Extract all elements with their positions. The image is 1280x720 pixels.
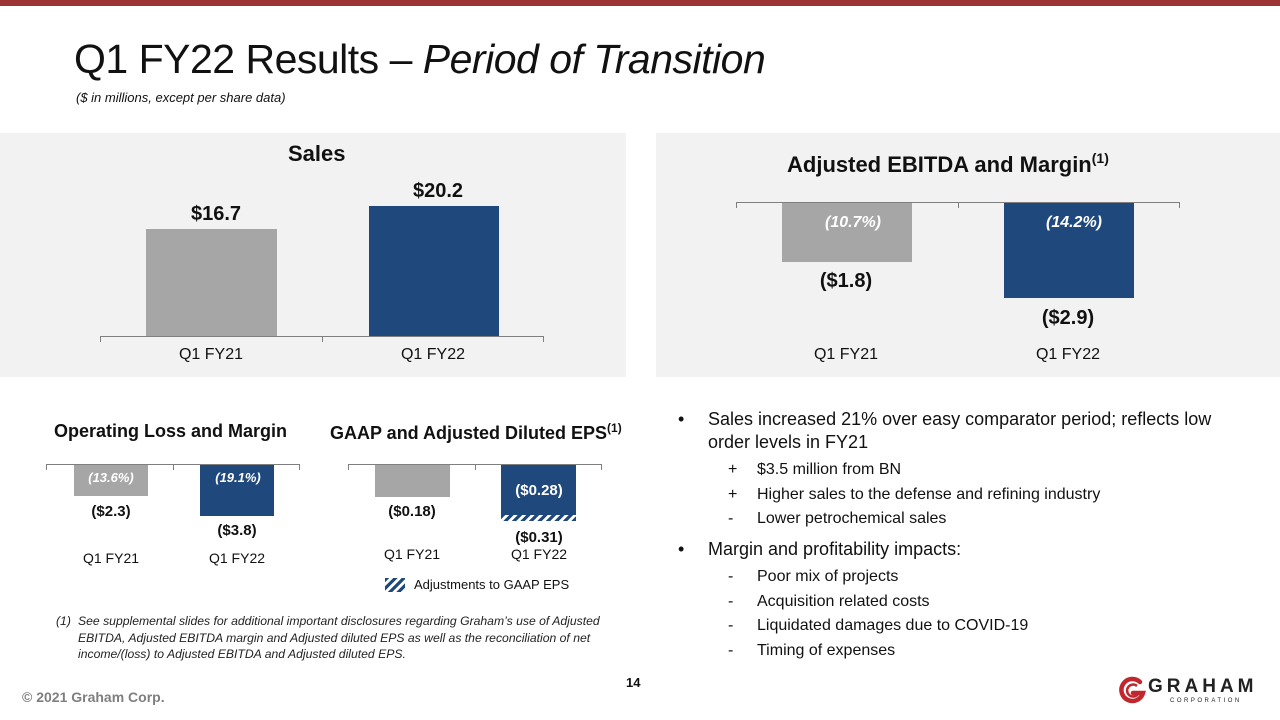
ebitda-chart-title: Adjusted EBITDA and Margin(1) (787, 150, 1109, 177)
eps-axis-tick (348, 464, 349, 470)
sales-axis-tick (543, 336, 544, 342)
oploss-margin-label-fy21: (13.6%) (88, 470, 134, 485)
ebitda-bar-fy22 (1004, 203, 1134, 298)
eps-chart-title: GAAP and Adjusted Diluted EPS(1) (330, 421, 622, 443)
sales-chart-panel: Sales $16.7 $20.2 Q1 FY21 Q1 FY22 (0, 133, 626, 377)
ebitda-axis-tick (958, 202, 959, 208)
eps-axis-tick (475, 464, 476, 470)
top-accent-bar (0, 0, 1280, 6)
bullet-item: • Margin and profitability impacts: (678, 539, 962, 559)
oploss-axis-tick (173, 464, 174, 470)
ebitda-bar-fy21 (782, 203, 912, 262)
oploss-axis-tick (299, 464, 300, 470)
ebitda-category-fy22: Q1 FY22 (1035, 346, 1101, 363)
logo-wordmark: GRAHAM (1148, 676, 1258, 697)
sales-axis-tick (322, 336, 323, 342)
eps-adjusted-label-fy22: ($0.28) (515, 482, 563, 499)
sub-bullet-item: - Lower petrochemical sales (728, 510, 947, 527)
eps-value-label-fy21: ($0.18) (388, 503, 436, 520)
sales-axis-tick (100, 336, 101, 342)
eps-value-label-fy22: ($0.31) (515, 529, 563, 546)
ebitda-category-fy21: Q1 FY21 (813, 346, 879, 363)
footnote-number: (1) (56, 614, 71, 628)
copyright: © 2021 Graham Corp. (22, 689, 165, 705)
sub-bullet-item: + $3.5 million from BN (728, 461, 902, 478)
footnote: (1) See supplemental slides for addition… (56, 613, 616, 663)
ebitda-value-label-fy22: ($2.9) (1041, 307, 1095, 329)
eps-bar-fy21 (375, 465, 450, 497)
eps-category-fy22: Q1 FY22 (510, 546, 568, 562)
page-title: Q1 FY22 Results – Period of Transition (74, 36, 766, 82)
ebitda-margin-label-fy21: (10.7%) (824, 214, 882, 231)
eps-category-fy21: Q1 FY21 (383, 546, 441, 562)
eps-axis-tick (601, 464, 602, 470)
sales-category-fy22: Q1 FY22 (400, 346, 466, 363)
sub-bullet-item: + Higher sales to the defense and refinin… (728, 485, 1101, 503)
sub-bullet-item: - Acquisition related costs (728, 592, 930, 610)
sub-bullet-item: - Timing of expenses (728, 641, 896, 659)
graham-logo-mark-icon (1119, 676, 1146, 704)
ebitda-axis-tick (736, 202, 737, 208)
eps-legend-swatch (385, 578, 405, 592)
oploss-category-fy22: Q1 FY22 (208, 550, 266, 566)
ebitda-margin-label-fy22: (14.2%) (1045, 214, 1103, 231)
oploss-margin-label-fy22: (19.1%) (215, 470, 261, 485)
oploss-value-label-fy22: ($3.8) (217, 522, 257, 539)
bullet-item: • Sales increased 21% over easy comparato… (678, 409, 1212, 452)
sub-bullet-item: - Poor mix of projects (728, 568, 899, 585)
eps-bar-fy22-adjusted (501, 465, 576, 515)
commentary-bullets: • Sales increased 21% over easy comparato… (678, 408, 1258, 665)
ebitda-chart-panel: Adjusted EBITDA and Margin(1) (10.7%) (1… (656, 133, 1280, 377)
oploss-axis-tick (46, 464, 47, 470)
sales-bar-fy21 (146, 229, 277, 337)
sales-category-fy21: Q1 FY21 (178, 346, 244, 363)
oploss-value-label-fy21: ($2.3) (91, 503, 131, 520)
page-number: 14 (626, 675, 641, 690)
eps-legend-label: Adjustments to GAAP EPS (414, 577, 570, 592)
sales-bar-fy22 (369, 206, 499, 337)
oploss-bar-fy21 (74, 465, 148, 496)
sales-value-label-fy22: $20.2 (412, 180, 464, 202)
oploss-chart-title: Operating Loss and Margin (54, 421, 288, 441)
footnote-text: See supplemental slides for additional i… (78, 614, 600, 661)
ebitda-value-label-fy21: ($1.8) (819, 270, 873, 292)
oploss-bar-fy22 (200, 465, 274, 516)
eps-adjustment-hatch-fy22 (501, 515, 576, 521)
sub-bullet-item: - Liquidated damages due to COVID-19 (728, 617, 1029, 634)
sales-chart-title: Sales (288, 141, 346, 166)
page-subtitle: ($ in millions, except per share data) (76, 90, 286, 105)
ebitda-axis-tick (1179, 202, 1180, 208)
logo-subtext: CORPORATION (1170, 698, 1242, 704)
sales-value-label-fy21: $16.7 (190, 203, 242, 225)
oploss-category-fy21: Q1 FY21 (82, 550, 140, 566)
graham-logo: GRAHAM CORPORATION (1118, 676, 1260, 710)
